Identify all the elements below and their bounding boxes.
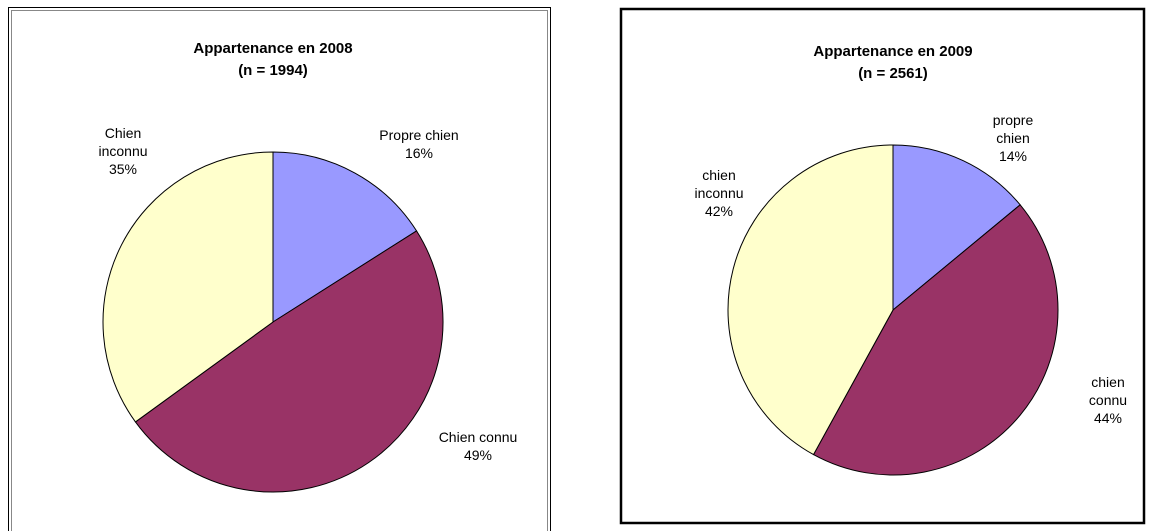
- pie-slice: [892, 144, 1021, 312]
- category-label: Chien inconnu: [98, 125, 148, 159]
- pie-slice: [102, 151, 274, 423]
- category-label: chien inconnu: [694, 167, 744, 201]
- chart-title: Appartenance en 2009: [813, 43, 972, 60]
- slice-label: Chien connu 49%: [413, 428, 543, 464]
- slice-label: chien inconnu 42%: [684, 166, 754, 220]
- value-label: 14%: [998, 148, 1028, 164]
- chart-subtitle: (n = 2561): [858, 65, 928, 82]
- category-label: propre chien: [992, 112, 1034, 146]
- slice-label: chien connu 44%: [1078, 373, 1138, 427]
- slice-label: Propre chien 16%: [354, 126, 484, 162]
- chart-frame-inner: [11, 10, 548, 531]
- pie-slice: [134, 230, 444, 493]
- value-label: 42%: [704, 203, 734, 219]
- pie-slice: [812, 204, 1059, 476]
- chart-subtitle: (n = 1994): [238, 62, 308, 79]
- value-label: 16%: [404, 145, 434, 161]
- pie-slice: [727, 144, 894, 456]
- value-label: 44%: [1093, 410, 1123, 426]
- value-label: 49%: [463, 447, 493, 463]
- chart-title: Appartenance en 2008: [193, 40, 352, 57]
- slice-label: Chien inconnu 35%: [88, 124, 158, 178]
- value-label: 35%: [108, 161, 138, 177]
- category-label: Propre chien: [379, 127, 459, 143]
- category-label: Chien connu: [438, 429, 518, 445]
- category-label: chien connu: [1088, 374, 1128, 408]
- pie-slice: [272, 151, 418, 323]
- slice-label: propre chien 14%: [983, 111, 1043, 165]
